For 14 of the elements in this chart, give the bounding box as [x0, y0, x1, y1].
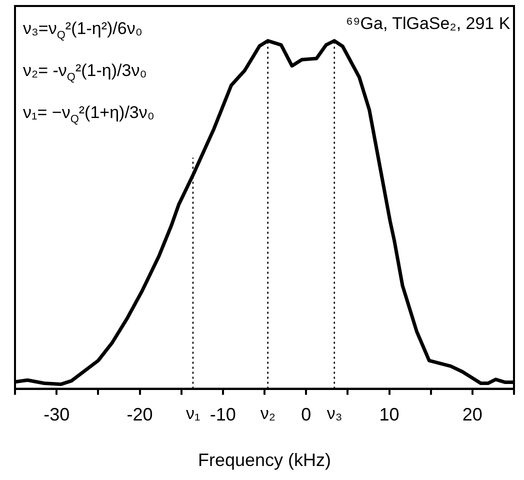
x-tick-label: -10 [210, 404, 236, 425]
ref-line-label: ν₁ [186, 404, 200, 423]
x-axis-title: Frequency (kHz) [198, 450, 332, 470]
x-tick-label: -30 [44, 404, 70, 425]
annotation: ν₁= −ν$_{Q}$²(1+η)/3ν₀ [23, 103, 154, 126]
text: ⁶⁹Ga, TlGaSe₂, 291 K [346, 14, 510, 33]
x-tick-label: -20 [126, 404, 153, 425]
x-tick-label: 0 [301, 404, 312, 425]
x-tick-label: 20 [462, 404, 482, 425]
annotation: ν₂= -ν$_{Q}$²(1-η)/3ν₀ [23, 61, 147, 84]
x-tick-label: 10 [379, 404, 400, 425]
ref-line-label: ν₂ [260, 404, 276, 423]
ref-line-label: ν₃ [326, 404, 342, 423]
annotation: ν₃=ν$_{Q}$²(1-η²)/6ν₀ [23, 19, 142, 42]
